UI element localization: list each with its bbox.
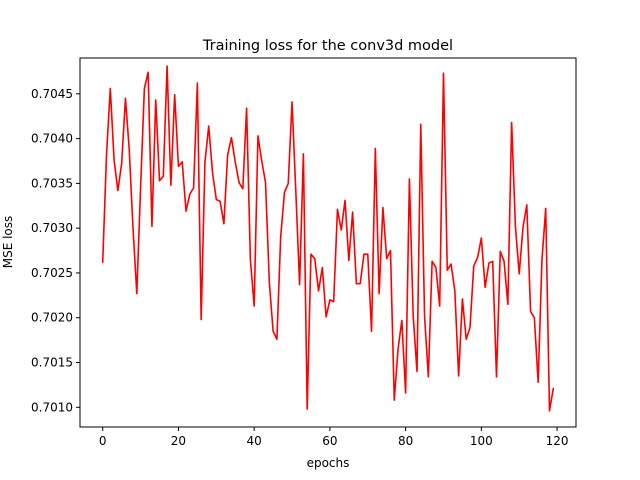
y-tick-label: 0.7010 [31, 400, 73, 414]
x-tick-label: 40 [247, 434, 262, 448]
x-tick-label: 60 [322, 434, 337, 448]
x-tick-label: 100 [470, 434, 493, 448]
plot-area [101, 65, 555, 412]
plot-frame [79, 57, 577, 428]
series-line-0 [101, 65, 555, 412]
x-tick-label: 0 [99, 434, 107, 448]
y-tick-label: 0.7035 [31, 176, 73, 190]
chart-title: Training loss for the conv3d model [202, 38, 453, 54]
axis-ticks: 0 20 40 60 80 100 120 0.7010 0.7015 0.7020 0.7025 0… [31, 87, 569, 448]
x-tick-label: 20 [171, 434, 186, 448]
x-axis-label: epochs [307, 456, 350, 470]
y-axis-label: MSE loss [1, 216, 15, 269]
x-tick-label: 120 [546, 434, 569, 448]
y-tick-label: 0.7030 [31, 221, 73, 235]
y-tick-label: 0.7020 [31, 311, 73, 325]
y-tick-label: 0.7015 [31, 356, 73, 370]
x-tick-label: 80 [398, 434, 413, 448]
y-tick-label: 0.7045 [31, 87, 73, 101]
y-tick-label: 0.7025 [31, 266, 73, 280]
y-tick-label: 0.7040 [31, 132, 73, 146]
